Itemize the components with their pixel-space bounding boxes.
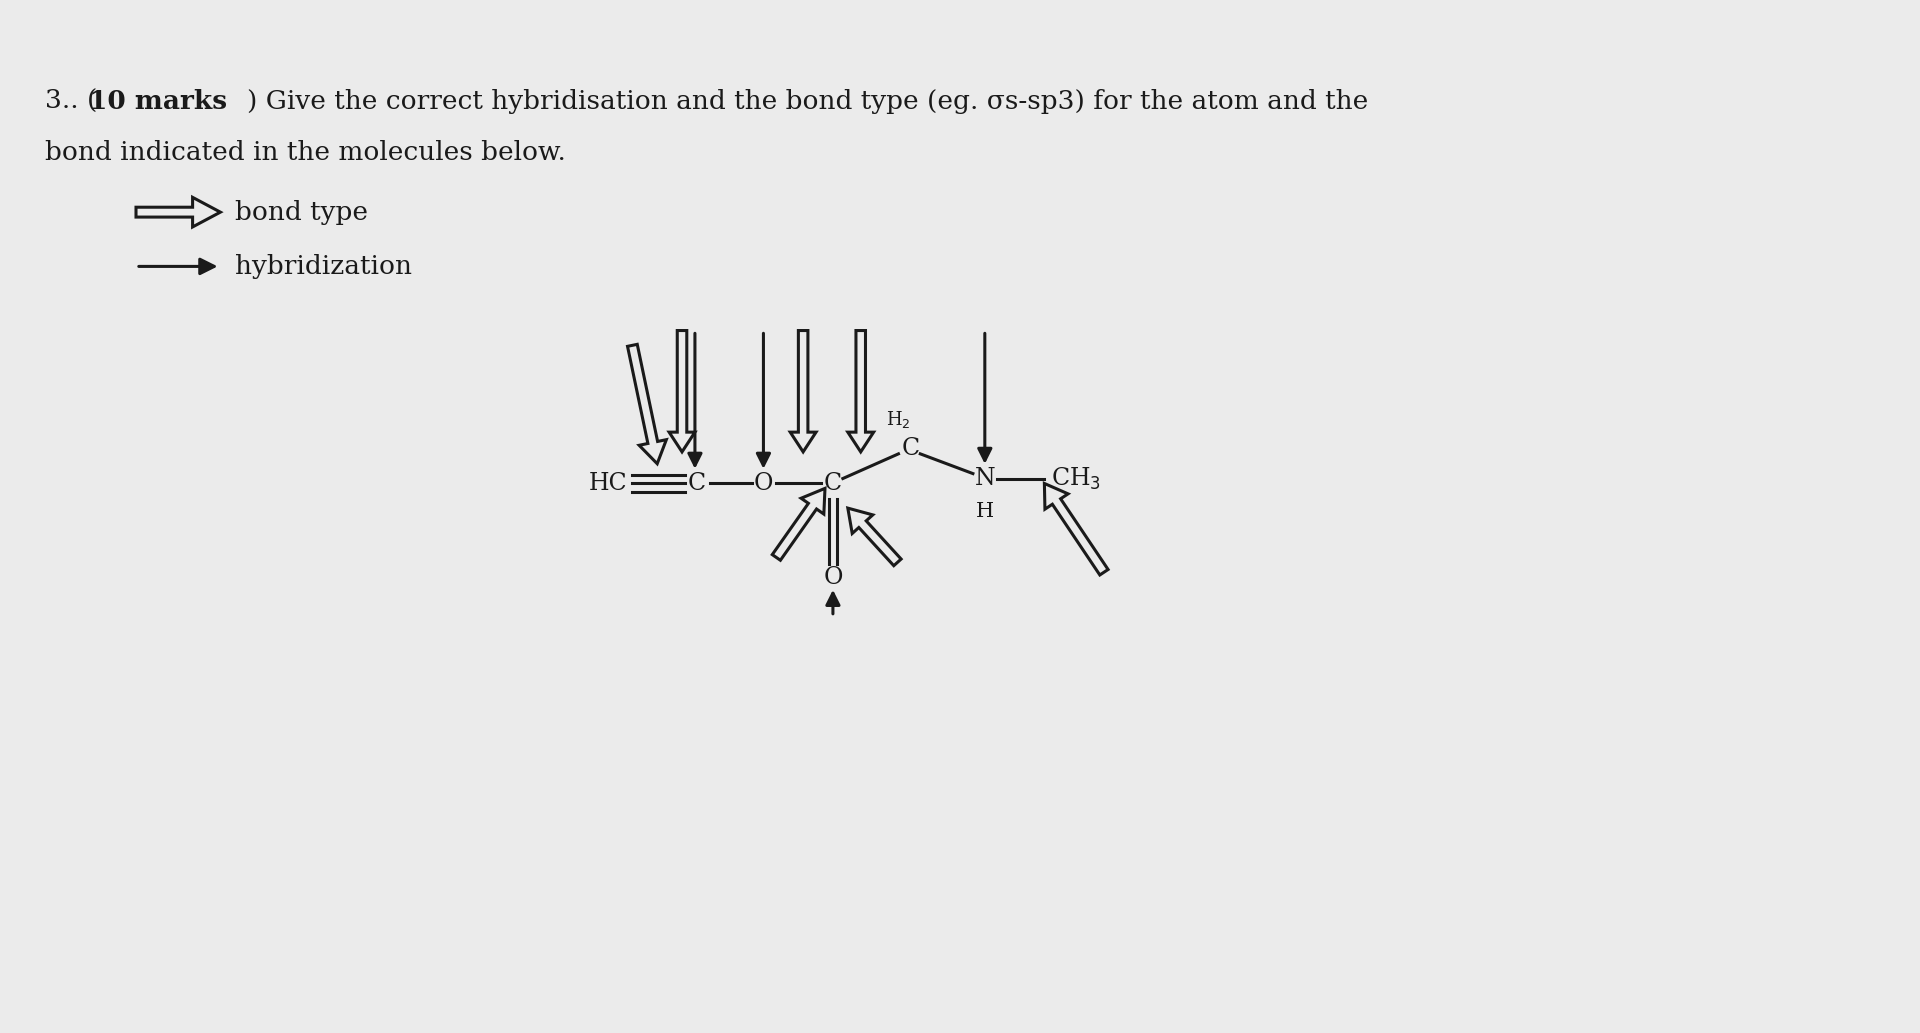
Text: N: N — [975, 467, 995, 490]
Text: 3.. (: 3.. ( — [44, 89, 98, 114]
Text: CH$_3$: CH$_3$ — [1052, 466, 1102, 492]
Polygon shape — [849, 508, 900, 566]
Text: bond type: bond type — [236, 199, 369, 224]
Polygon shape — [772, 489, 826, 560]
Text: bond indicated in the molecules below.: bond indicated in the molecules below. — [44, 140, 566, 165]
Text: O: O — [755, 472, 774, 495]
Text: hybridization: hybridization — [236, 254, 413, 279]
Text: H$_2$: H$_2$ — [887, 409, 910, 430]
Polygon shape — [849, 331, 874, 451]
Text: C: C — [824, 472, 843, 495]
Polygon shape — [791, 331, 816, 451]
Text: O: O — [824, 566, 843, 589]
Polygon shape — [668, 331, 695, 451]
Polygon shape — [136, 197, 221, 227]
Text: ) Give the correct hybridisation and the bond type (eg. σs-sp3) for the atom and: ) Give the correct hybridisation and the… — [248, 89, 1369, 114]
Text: C: C — [900, 437, 920, 461]
Text: H: H — [975, 502, 995, 521]
Text: C: C — [687, 472, 707, 495]
Polygon shape — [628, 344, 666, 464]
Polygon shape — [1044, 483, 1108, 575]
Text: 10 marks: 10 marks — [90, 89, 227, 114]
Text: HC: HC — [589, 472, 628, 495]
